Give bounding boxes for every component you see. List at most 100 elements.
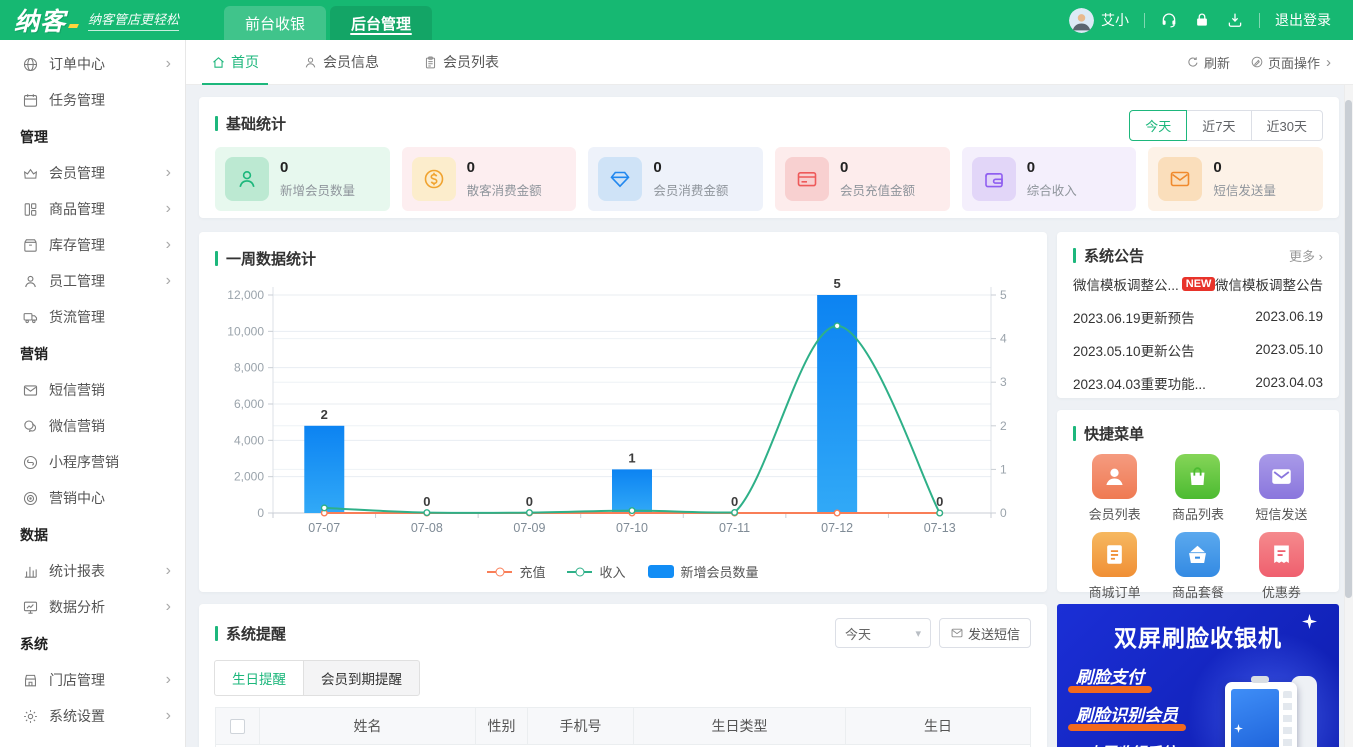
sidebar-item-product-management[interactable]: 商品管理 ›: [0, 191, 185, 227]
legend-new-members[interactable]: 新增会员数量: [647, 562, 759, 581]
banner-title: 双屏刷脸收银机: [1114, 625, 1282, 651]
sidebar-item-label: 营销中心: [49, 490, 105, 506]
download-icon[interactable]: [1226, 11, 1244, 29]
sidebar-item-statistics-report[interactable]: 统计报表 ›: [0, 553, 185, 589]
sidebar-item-label: 员工管理: [49, 273, 105, 289]
sidebar-item-sms-marketing[interactable]: 短信营销: [0, 372, 185, 408]
stat-card-walkin-spend[interactable]: 0 散客消费金额: [401, 147, 577, 211]
legend-recharge[interactable]: 充值: [487, 562, 545, 581]
quick-product-package[interactable]: 商品套餐: [1156, 532, 1239, 601]
tab-member-info[interactable]: 会员信息: [300, 40, 382, 85]
tab-home[interactable]: 首页: [202, 40, 268, 85]
main-content: 基础统计 今天 近7天 近30天 0 新增会员数量 0 散客消费金额: [186, 85, 1344, 747]
svg-text:2: 2: [1000, 419, 1007, 433]
quick-product-list[interactable]: 商品列表: [1156, 454, 1239, 523]
quick-coupon[interactable]: 优惠券: [1240, 532, 1323, 601]
stat-value: 0: [840, 159, 849, 176]
weekly-chart[interactable]: 0 2,000 4,000 6,000 8,000 10,000 12,000 0 1 2 3 4 5 0…: [215, 269, 1031, 555]
tab-member-expiry-reminder[interactable]: 会员到期提醒: [303, 660, 420, 696]
chevron-right-icon: ›: [165, 164, 171, 181]
weekly-stats-panel: 一周数据统计 0 2,000 4,000 6,000 8,000 10,000 12,000…: [199, 232, 1047, 592]
sidebar-item-marketing-center[interactable]: 营销中心: [0, 480, 185, 516]
mode-tabs: 前台收银 后台管理: [224, 6, 433, 40]
tab-backend-admin[interactable]: 后台管理: [330, 6, 433, 40]
svg-text:07-13: 07-13: [924, 521, 956, 535]
column-birthday: 生日: [924, 718, 952, 734]
stat-card-sms-sent[interactable]: 0 短信发送量: [1148, 147, 1324, 211]
stat-label: 散客消费金额: [466, 184, 542, 198]
home-icon: [211, 55, 226, 70]
tab-birthday-reminder[interactable]: 生日提醒: [214, 660, 304, 696]
empty-state: 无数据: [216, 744, 1030, 747]
stat-card-total-income[interactable]: 0 综合收入: [961, 147, 1137, 211]
sidebar-item-label: 库存管理: [49, 237, 105, 253]
app-slogan: 纳客管店更轻松: [88, 9, 180, 31]
sidebar-item-label: 商品管理: [49, 201, 105, 217]
base-stats-panel: 基础统计 今天 近7天 近30天 0 新增会员数量 0 散客消费金额: [199, 97, 1339, 218]
stat-card-new-members[interactable]: 0 新增会员数量: [215, 147, 390, 211]
user-menu[interactable]: 艾小: [1069, 7, 1129, 33]
svg-text:2,000: 2,000: [234, 470, 264, 484]
sidebar-section-data: 数据: [20, 526, 48, 543]
quick-label: 商品套餐: [1171, 585, 1224, 600]
basket-icon: [1175, 532, 1221, 577]
wechat-icon: [22, 418, 39, 435]
sidebar-item-task-management[interactable]: 任务管理: [0, 82, 185, 118]
quick-mall-orders[interactable]: 商城订单: [1073, 532, 1156, 601]
page-operations-button[interactable]: 页面操作 ›: [1250, 53, 1331, 72]
svg-text:5: 5: [1000, 288, 1007, 302]
stat-card-member-spend[interactable]: 0 会员消费金额: [588, 147, 764, 211]
sidebar-item-logistics-management[interactable]: 货流管理: [0, 299, 185, 335]
svg-text:6,000: 6,000: [234, 397, 264, 411]
notice-item[interactable]: 微信模板调整公... NEW 微信模板调整公告: [1073, 268, 1323, 299]
legend-income[interactable]: 收入: [567, 562, 626, 581]
tab-label: 首页: [231, 54, 259, 70]
sidebar-item-miniapp-marketing[interactable]: 小程序营销: [0, 444, 185, 480]
tab-front-cashier[interactable]: 前台收银: [224, 6, 327, 40]
sidebar-item-member-management[interactable]: 会员管理 ›: [0, 155, 185, 191]
lock-icon[interactable]: [1193, 11, 1211, 29]
date-range-select[interactable]: 今天 ▾: [834, 618, 931, 648]
crown-icon: [22, 165, 39, 182]
notice-item[interactable]: 2023.05.10更新公告 2023.05.10: [1073, 334, 1323, 365]
chevron-right-icon: ›: [165, 272, 171, 289]
promo-banner[interactable]: 双屏刷脸收银机 刷脸支付 刷脸识别会员 内置收银系统: [1057, 604, 1339, 747]
logout-button[interactable]: 退出登录: [1275, 12, 1331, 28]
quick-label: 会员列表: [1088, 507, 1141, 522]
sidebar-item-inventory-management[interactable]: 库存管理 ›: [0, 227, 185, 263]
chart-legend: 充值 收入 新增会员数量: [215, 562, 1031, 581]
select-value: 今天: [844, 626, 871, 642]
scrollbar-thumb[interactable]: [1345, 100, 1352, 598]
select-all-checkbox[interactable]: [230, 718, 245, 734]
sidebar-item-store-management[interactable]: 门店管理 ›: [0, 662, 185, 698]
quick-sms-send[interactable]: 短信发送: [1240, 454, 1323, 523]
headset-icon[interactable]: [1160, 11, 1178, 29]
vertical-scrollbar[interactable]: [1344, 85, 1353, 747]
quick-member-list[interactable]: 会员列表: [1073, 454, 1156, 523]
filter-7days[interactable]: 近7天: [1186, 110, 1252, 141]
sidebar-item-data-analysis[interactable]: 数据分析 ›: [0, 589, 185, 625]
send-sms-button[interactable]: 发送短信: [938, 618, 1031, 648]
column-gender: 性别: [476, 708, 528, 744]
sidebar-item-label: 任务管理: [49, 92, 105, 108]
sidebar-item-order-center[interactable]: 订单中心 ›: [0, 46, 185, 82]
notice-item[interactable]: 2023.06.19更新预告 2023.06.19: [1073, 301, 1323, 332]
sidebar-item-staff-management[interactable]: 员工管理 ›: [0, 263, 185, 299]
sidebar-item-system-settings[interactable]: 系统设置 ›: [0, 698, 185, 734]
more-link[interactable]: 更多 ›: [1289, 249, 1323, 264]
stat-cards: 0 新增会员数量 0 散客消费金额 0 会员消费金额 0 会员充值金额: [215, 147, 1324, 211]
sidebar-item-wechat-marketing[interactable]: 微信营销: [0, 408, 185, 444]
system-notice-panel: 系统公告 更多 › 微信模板调整公... NEW 微信模板调整公告 2023.0…: [1057, 232, 1339, 398]
product-icon: [22, 201, 39, 218]
panel-title: 系统公告: [1073, 245, 1144, 266]
notice-item[interactable]: 2023.04.03重要功能... 2023.04.03: [1073, 367, 1323, 398]
chevron-right-icon: ›: [165, 55, 171, 72]
sidebar-item-label: 微信营销: [49, 418, 105, 434]
tab-member-list[interactable]: 会员列表: [420, 40, 502, 85]
stat-card-member-recharge[interactable]: 0 会员充值金额: [775, 147, 950, 211]
sidebar-item-label: 数据分析: [49, 599, 105, 615]
filter-today[interactable]: 今天: [1129, 110, 1188, 141]
refresh-button[interactable]: 刷新: [1186, 53, 1230, 72]
filter-30days[interactable]: 近30天: [1250, 110, 1323, 141]
